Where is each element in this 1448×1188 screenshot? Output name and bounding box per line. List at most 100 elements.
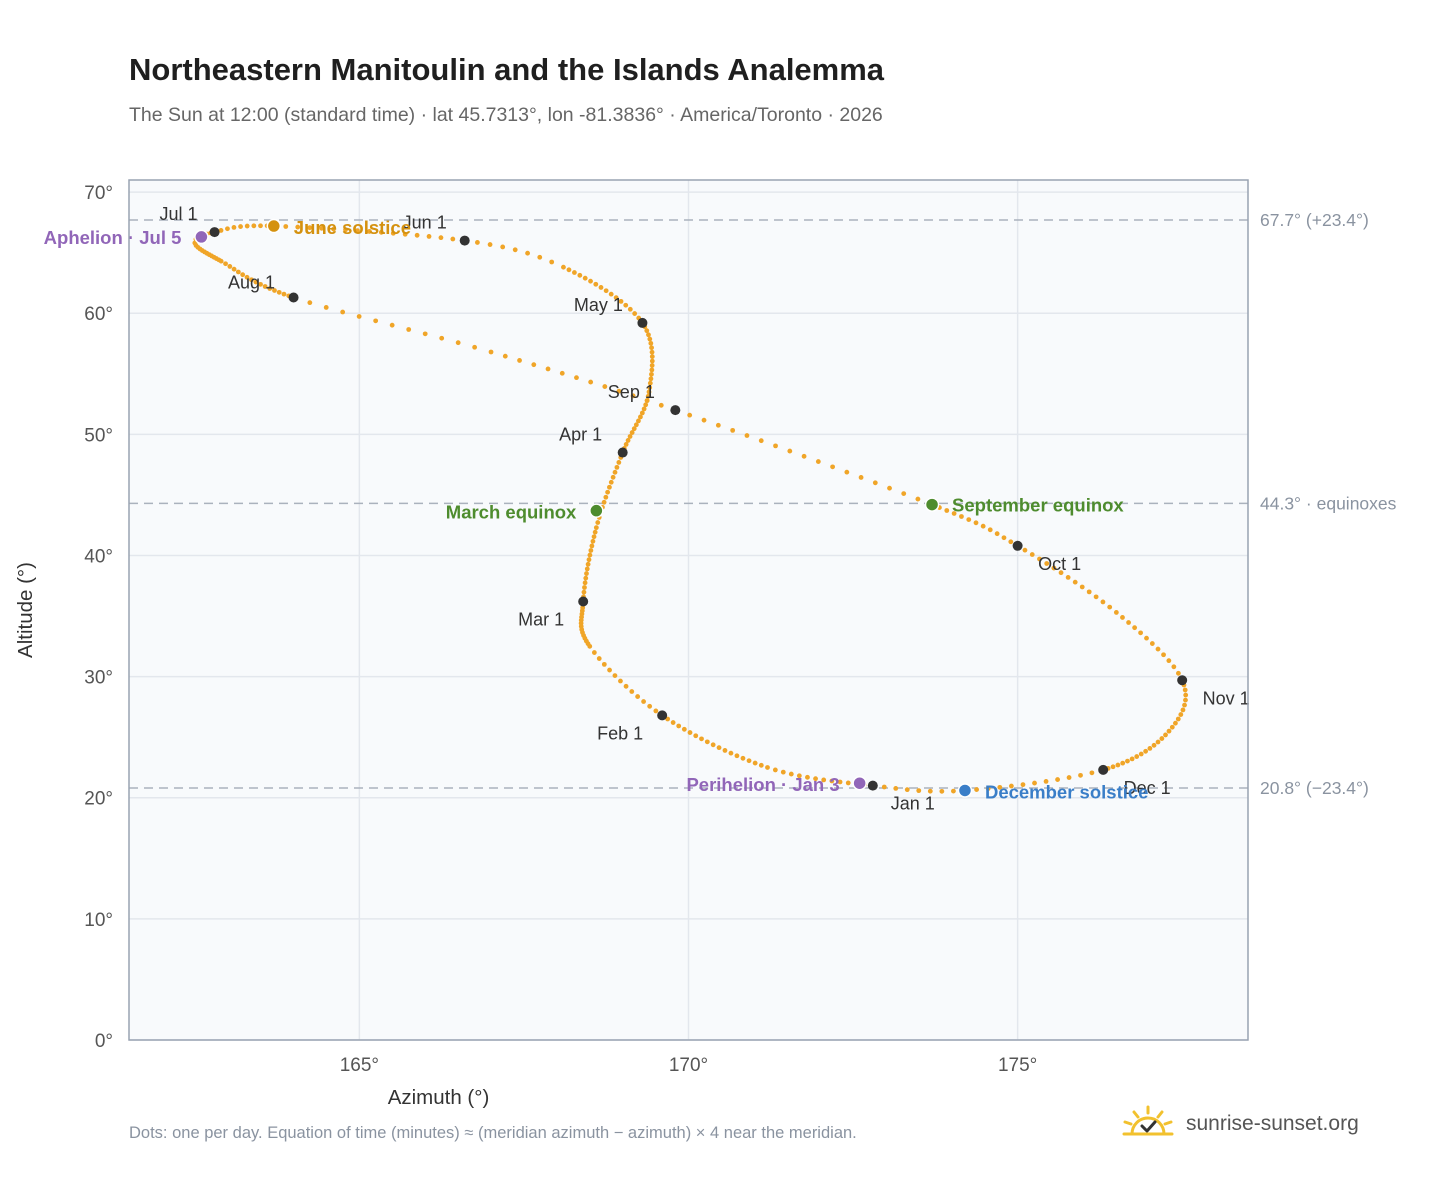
daily-dot	[1093, 594, 1099, 600]
daily-dot	[340, 309, 346, 315]
month-marker	[617, 447, 628, 458]
daily-dot	[610, 474, 616, 480]
daily-dot	[815, 459, 821, 464]
daily-dot	[649, 363, 655, 368]
daily-dot	[704, 739, 710, 745]
daily-dot	[813, 776, 818, 782]
daily-dot	[227, 264, 233, 269]
event-label: September equinox	[952, 495, 1124, 516]
footnote: Dots: one per day. Equation of time (min…	[129, 1124, 857, 1142]
y-tick-label: 40°	[84, 546, 113, 567]
daily-dot	[901, 491, 907, 497]
daily-dot	[641, 406, 647, 412]
daily-dot	[1163, 732, 1168, 738]
daily-dot	[658, 402, 664, 408]
month-label: May 1	[574, 295, 623, 315]
daily-dot	[670, 720, 676, 725]
daily-dot	[625, 438, 631, 443]
daily-dot	[1149, 641, 1155, 646]
daily-dot	[1155, 646, 1161, 652]
daily-dot	[1029, 552, 1035, 557]
daily-dot	[730, 427, 736, 433]
daily-dot	[249, 277, 254, 283]
daily-dot	[1032, 780, 1037, 786]
y-tick-label: 60°	[84, 304, 113, 325]
daily-dot	[1173, 720, 1178, 726]
daily-dot	[1107, 604, 1113, 610]
daily-dot	[591, 650, 597, 655]
daily-dot	[1058, 570, 1064, 576]
daily-dot	[693, 733, 699, 739]
daily-dot	[603, 494, 609, 500]
event-marker	[924, 497, 940, 512]
daily-dot	[586, 557, 592, 563]
daily-dot	[644, 398, 650, 403]
daily-dot	[439, 335, 445, 341]
daily-dot	[231, 266, 237, 272]
daily-dot	[973, 520, 979, 526]
daily-dot	[455, 340, 461, 346]
daily-dot	[1180, 707, 1186, 713]
daily-dot	[758, 438, 764, 444]
daily-dot	[1037, 556, 1042, 562]
daily-dot	[426, 234, 432, 239]
daily-dot	[710, 742, 716, 748]
daily-dot	[595, 520, 601, 525]
daily-dot	[584, 571, 589, 576]
daily-dot	[1001, 535, 1007, 541]
month-marker	[867, 780, 878, 791]
daily-dot	[1022, 547, 1028, 553]
daily-dot	[951, 788, 956, 794]
daily-dot	[258, 281, 263, 287]
daily-dot	[616, 388, 622, 394]
daily-dot	[488, 349, 494, 355]
daily-dot	[276, 289, 282, 295]
daily-dot	[1183, 692, 1189, 698]
reference-line-label: 67.7° (+23.4°)	[1260, 210, 1369, 230]
daily-dot	[295, 224, 301, 230]
daily-dot	[758, 762, 764, 768]
reference-line-label: 44.3° · equinoxes	[1260, 493, 1397, 513]
daily-dot	[566, 267, 572, 273]
daily-dot	[238, 224, 243, 229]
event-label: Perihelion · Jan 3	[686, 774, 839, 795]
daily-dot	[1086, 589, 1092, 595]
daily-dot	[1066, 775, 1072, 780]
daily-dot	[987, 527, 993, 533]
event-marker	[194, 229, 209, 245]
daily-dot	[283, 224, 289, 229]
daily-dot	[1100, 599, 1106, 605]
month-label: Jul 1	[160, 204, 198, 224]
daily-dot	[1072, 579, 1078, 585]
chart-subtitle: The Sun at 12:00 (standard time) · lat 4…	[129, 104, 883, 126]
daily-dot	[607, 667, 612, 673]
month-marker	[459, 235, 470, 246]
daily-dot	[1175, 716, 1181, 722]
daily-dot	[829, 778, 835, 784]
month-marker	[209, 227, 220, 238]
daily-dot	[475, 240, 480, 245]
daily-dot	[577, 272, 583, 278]
daily-dot	[598, 285, 604, 290]
brand[interactable]: sunrise-sunset.org	[1120, 1102, 1359, 1146]
daily-dot	[647, 703, 653, 709]
daily-dot	[612, 673, 618, 679]
daily-dot	[676, 723, 682, 729]
daily-dot	[623, 442, 629, 447]
daily-dot	[472, 344, 478, 350]
daily-dot	[893, 785, 899, 791]
daily-dot	[796, 773, 802, 779]
daily-dot	[1055, 777, 1060, 782]
daily-dot	[356, 314, 362, 319]
daily-dot	[402, 231, 408, 237]
daily-dot	[1043, 778, 1049, 784]
daily-dot	[593, 281, 599, 287]
daily-dot	[1151, 742, 1157, 748]
daily-dot	[985, 786, 991, 791]
daily-dot	[612, 469, 618, 475]
daily-dot	[378, 229, 384, 235]
daily-dot	[722, 748, 728, 753]
daily-dot	[307, 300, 313, 306]
daily-dot	[927, 788, 933, 794]
daily-dot	[1008, 539, 1014, 545]
